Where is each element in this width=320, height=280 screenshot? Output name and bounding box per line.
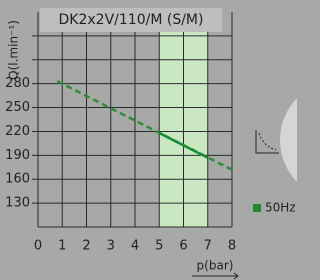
curve-icon: [256, 130, 279, 153]
x-tick-label: 7: [204, 239, 212, 254]
legend-label: 50Hz: [265, 201, 296, 215]
x-tick-label: 3: [107, 239, 115, 254]
x-axis-arrow: [192, 273, 238, 279]
x-tick-label: 5: [155, 239, 163, 254]
x-tick-label: 0: [34, 239, 42, 254]
chart: DK2x2V/110/M (S/M) Q(l.min⁻¹) p(bar) 0 1 2…: [0, 0, 297, 280]
y-tick-label: 190: [5, 148, 30, 163]
x-tick-label: 2: [82, 239, 90, 254]
x-tick-label: 8: [228, 239, 236, 254]
y-tick-label: 220: [5, 124, 30, 139]
y-axis-label: Q(l.min⁻¹): [7, 20, 21, 80]
legend-swatch: [253, 204, 261, 212]
y-tick-label: 130: [5, 196, 30, 211]
x-axis-label: p(bar): [197, 259, 234, 273]
x-tick-label: 4: [131, 239, 139, 254]
y-tick-label: 160: [5, 172, 30, 187]
x-tick-label: 6: [179, 239, 187, 254]
chart-title: DK2x2V/110/M (S/M): [59, 12, 204, 28]
decoration: [280, 80, 297, 200]
x-tick-label: 1: [58, 239, 66, 254]
y-tick-label: 280: [5, 76, 30, 91]
y-tick-label: 250: [5, 100, 30, 115]
plot: [32, 12, 232, 227]
